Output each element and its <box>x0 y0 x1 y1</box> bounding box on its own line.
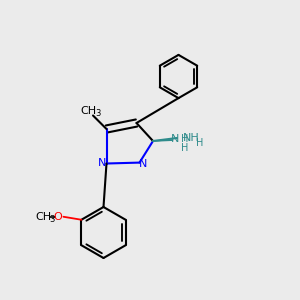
Text: 3: 3 <box>95 110 100 118</box>
Text: CH: CH <box>80 106 97 116</box>
Text: H: H <box>182 142 189 153</box>
Text: N: N <box>171 134 180 145</box>
Text: N: N <box>139 159 147 169</box>
Text: N: N <box>98 158 106 169</box>
Text: H: H <box>182 134 189 145</box>
Text: O: O <box>53 212 62 222</box>
Text: H: H <box>196 137 203 148</box>
Text: CH: CH <box>35 212 51 222</box>
Text: 3: 3 <box>49 215 55 224</box>
Text: NH: NH <box>183 133 200 143</box>
